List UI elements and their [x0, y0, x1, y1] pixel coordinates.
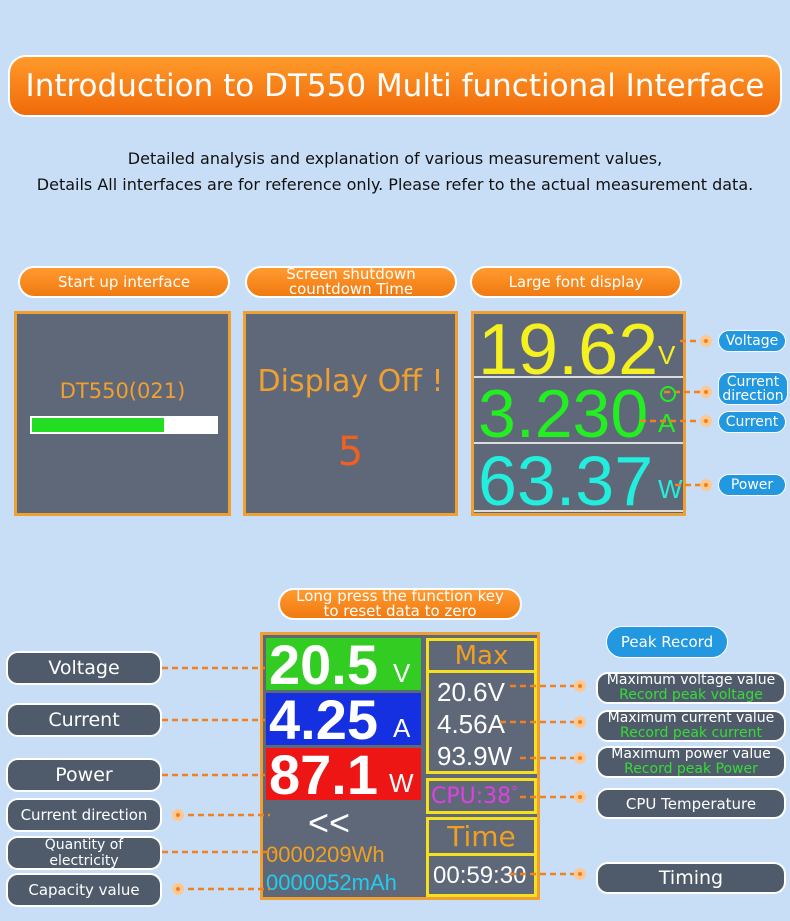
panel-label: Large font display — [470, 266, 682, 298]
label-line: Screen shutdown — [286, 265, 416, 283]
callout-line: Record peak voltage — [619, 687, 763, 703]
callout-line: Maximum power value — [611, 746, 771, 762]
row-bg — [266, 693, 421, 745]
callout-line: Current — [726, 373, 780, 390]
divider — [474, 442, 683, 444]
current: 3.230 — [478, 376, 649, 452]
subtitle: Detailed analysis and explanation of var… — [0, 146, 790, 198]
callout-line: Record peak current — [620, 725, 762, 741]
title: Introduction to DT550 Multi functional I… — [8, 55, 782, 117]
voltage: 19.62 — [478, 310, 659, 390]
callout: Current direction — [6, 798, 162, 832]
callout: Maximum voltage value Record peak voltage — [596, 672, 786, 704]
unit: V — [658, 340, 676, 370]
callout: Current — [718, 411, 786, 433]
power: 63.37 — [478, 442, 654, 520]
divider — [474, 376, 683, 378]
note-line: to reset data to zero — [323, 602, 477, 620]
unit: W — [658, 474, 683, 504]
cpu-unit: ° — [511, 784, 519, 800]
callout: Maximum power value Record peak Power — [596, 746, 786, 778]
progress-bar — [30, 416, 218, 434]
row-bg — [266, 638, 421, 690]
note: Long press the function key to reset data… — [278, 588, 522, 620]
message: Display Off ! — [257, 364, 444, 399]
subtitle-line: Details All interfaces are for reference… — [36, 175, 754, 194]
panel-label: Start up interface — [18, 266, 230, 298]
startup-screen: DT550(021) — [14, 311, 231, 516]
callout: Power — [718, 474, 786, 496]
max-box: Max 20.6V 4.56A 93.9W — [426, 638, 537, 774]
unit: V — [393, 658, 411, 688]
callout: Current direction — [718, 372, 788, 405]
max-value: 4.56A — [437, 709, 505, 739]
shutdown-screen: Display Off ! 5 — [243, 311, 458, 516]
model: DT550(021) — [59, 379, 186, 403]
callout: Power — [6, 758, 162, 792]
callout: CPU Temperature — [596, 788, 786, 819]
peak-label: Peak Record — [606, 626, 728, 658]
row-bg — [266, 748, 421, 800]
callout: Maximum current value Record peak current — [596, 710, 786, 742]
energy: 0000209Wh — [266, 842, 385, 867]
panel-label: Screen shutdown countdown Time — [245, 266, 457, 298]
countdown: 5 — [337, 429, 364, 475]
max-title: Max — [429, 641, 534, 673]
time: 00:59:30 — [433, 862, 527, 889]
unit: A — [393, 713, 411, 743]
cpu: CPU:38 — [431, 784, 512, 809]
callout-line: Record peak Power — [624, 761, 758, 777]
label-line: countdown Time — [288, 280, 414, 298]
voltage: 20.5 — [269, 633, 378, 696]
unit: W — [389, 768, 414, 798]
callout-line: direction — [722, 387, 784, 404]
main-screen: 20.5 V 4.25 A 87.1 W << 0000209Wh 000005… — [260, 632, 540, 900]
callout: Voltage — [718, 330, 786, 352]
callout: Quantity of electricity — [6, 836, 162, 870]
note-line: Long press the function key — [296, 587, 504, 605]
max-value: 20.6V — [437, 677, 505, 707]
callout: Capacity value — [6, 873, 162, 907]
divider — [474, 510, 683, 512]
time-title: Time — [429, 820, 534, 856]
callout: Voltage — [6, 651, 162, 685]
callout-line: Maximum voltage value — [606, 672, 776, 688]
time-box: Time 00:59:30 — [426, 817, 537, 897]
progress-fill — [32, 418, 165, 432]
callout-line: Maximum current value — [607, 710, 775, 726]
cpu-box: CPU:38° — [426, 778, 537, 814]
subtitle-line: Detailed analysis and explanation of var… — [127, 149, 663, 168]
large-font-screen: 19.62 V 3.230 A 63.37 W — [471, 311, 686, 516]
direction: << — [308, 802, 351, 843]
callout: Current — [6, 703, 162, 737]
power: 87.1 — [269, 743, 378, 806]
capacity: 0000052mAh — [266, 870, 397, 895]
unit: A — [658, 408, 676, 438]
max-value: 93.9W — [437, 741, 513, 771]
callout: Timing — [596, 862, 786, 894]
current: 4.25 — [269, 688, 378, 751]
